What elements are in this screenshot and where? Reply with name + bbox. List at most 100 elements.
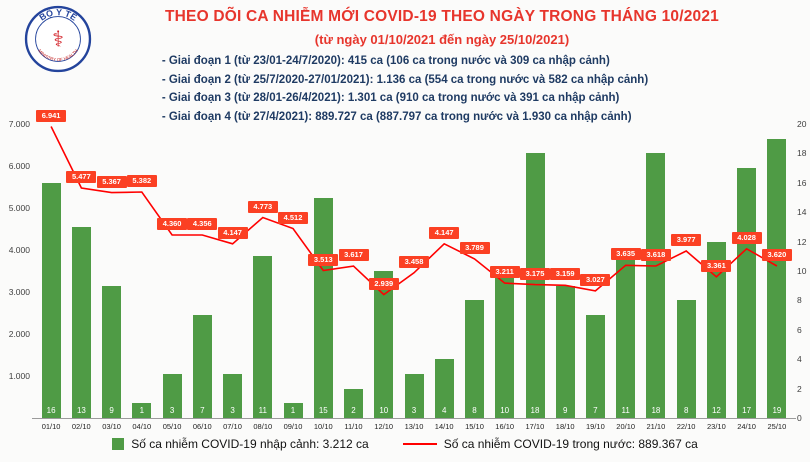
phase-note-4: - Giai đoạn 4 (từ 27/4/2021): 889.727 ca…: [161, 110, 632, 123]
y-axis-left-tick: 5.000: [8, 203, 30, 213]
bar-value-label: 7: [200, 406, 205, 415]
y-axis-left-tick: 4.000: [8, 245, 30, 255]
x-axis-label: 06/10: [192, 422, 212, 431]
bar: [132, 403, 152, 418]
bar: [465, 300, 484, 418]
bar-value-label: 3: [169, 406, 175, 415]
x-axis-label: 16/10: [495, 422, 515, 431]
bar: [192, 315, 212, 418]
line-point-label: 5.367: [96, 175, 127, 188]
legend-label-domestic: Số ca nhiễm COVID-19 trong nước: 889.367…: [443, 437, 698, 451]
x-axis-label: 03/10: [102, 422, 121, 431]
legend-item-imported: Số ca nhiễm COVID-19 nhập cảnh: 3.212 ca: [112, 437, 369, 451]
bar-value-label: 2: [351, 406, 356, 415]
phase-note-1: - Giai đoạn 1 (từ 23/01-24/7/2020): 415 …: [161, 55, 610, 67]
line-point-label: 3.175: [520, 267, 550, 280]
bar: [223, 373, 243, 418]
line-point-label: 5.382: [126, 175, 157, 187]
x-axis-label: 08/10: [253, 422, 273, 431]
x-axis-line: [32, 418, 796, 419]
bar-value-label: 3: [230, 406, 235, 415]
y-axis-right-tick: 0: [797, 413, 802, 423]
bar-value-label: 4: [441, 406, 447, 415]
chart-legend: Số ca nhiễm COVID-19 nhập cảnh: 3.212 ca…: [0, 437, 810, 451]
bar-value-label: 10: [500, 406, 510, 415]
line-point-label: 6.941: [36, 109, 67, 122]
bar-value-label: 18: [651, 406, 661, 415]
x-axis-label: 24/10: [737, 422, 756, 431]
y-axis-left-tick: 7.000: [8, 119, 30, 129]
line-point-label: 2.939: [368, 277, 399, 290]
bar: [253, 256, 273, 418]
bar: [344, 388, 363, 418]
y-axis-right-tick: 20: [797, 119, 807, 129]
logo-org-name: BỘ Y TẾ: [37, 7, 78, 23]
x-axis-label: 09/10: [283, 422, 303, 431]
line-point-label: 3.620: [761, 249, 792, 261]
y-axis-right-tick: 14: [797, 207, 807, 218]
x-axis-label: 01/10: [41, 422, 61, 431]
y-axis-right-tick: 12: [797, 236, 807, 247]
x-axis-label: 04/10: [132, 422, 152, 431]
line-point-label: 3.027: [580, 273, 611, 286]
line-point-label: 3.361: [701, 259, 732, 272]
bar: [434, 359, 454, 418]
bar-series-swatch-icon: [112, 438, 125, 450]
bar: [162, 373, 182, 418]
line-point-label: 4.360: [157, 217, 188, 230]
legend-item-domestic: Số ca nhiễm COVID-19 trong nước: 889.367…: [402, 437, 698, 451]
bar: [585, 315, 605, 418]
y-axis-right-tick: 16: [797, 177, 807, 188]
bar-value-label: 8: [683, 406, 689, 415]
line-point-label: 3.977: [671, 234, 702, 246]
ministry-of-health-logo: BỘ Y TẾ MINISTRY OF HEALTH ⚕: [24, 5, 92, 73]
bar: [283, 403, 303, 418]
bar-value-label: 19: [772, 406, 782, 415]
line-point-label: 4.512: [278, 211, 308, 224]
y-axis-left-tick: 1.000: [8, 371, 30, 381]
bar: [676, 300, 696, 418]
line-point-label: 3.159: [550, 268, 581, 281]
phase-note-3: - Giai đoạn 3 (từ 28/01-26/4/2021): 1.30…: [161, 92, 620, 104]
y-axis-right-tick: 2: [797, 383, 802, 394]
bar-value-label: 7: [593, 406, 598, 415]
x-axis-label: 14/10: [434, 422, 454, 431]
bar-value-label: 13: [76, 406, 86, 415]
line-point-label: 3.617: [338, 249, 369, 262]
bar: [555, 285, 575, 418]
bar-value-label: 10: [379, 406, 389, 415]
x-axis-label: 21/10: [646, 422, 666, 431]
x-axis-label: 05/10: [162, 422, 182, 431]
x-axis-label: 02/10: [71, 422, 91, 431]
line-point-label: 4.028: [731, 231, 762, 244]
bar: [404, 373, 424, 418]
bar-value-label: 17: [742, 406, 752, 415]
x-axis-label: 23/10: [707, 422, 726, 431]
y-axis-right-tick: 4: [797, 354, 802, 365]
bar-value-label: 16: [46, 406, 56, 415]
bar-value-label: 11: [621, 406, 630, 415]
x-axis-label: 17/10: [525, 422, 545, 431]
line-point-label: 5.477: [66, 171, 97, 183]
bar: [767, 138, 787, 418]
line-point-label: 3.789: [459, 241, 490, 254]
y-axis-right-tick: 8: [797, 295, 802, 306]
x-axis-label: 15/10: [465, 422, 484, 431]
y-axis-right-tick: 18: [797, 148, 807, 159]
y-axis-left-tick: 6.000: [8, 161, 30, 171]
x-axis-label: 18/10: [555, 422, 575, 431]
bar-value-label: 9: [109, 406, 114, 415]
bar-value-label: 9: [562, 406, 568, 415]
phase-notes-block: - Giai đoạn 1 (từ 23/01-24/7/2020): 415 …: [162, 52, 648, 126]
line-point-label: 4.356: [187, 218, 218, 230]
line-series-swatch-icon: [402, 443, 437, 445]
line-point-label: 3.635: [610, 248, 641, 261]
phase-note-2: - Giai đoạn 2 (từ 25/7/2020-27/01/2021):…: [161, 73, 649, 86]
bar-value-label: 18: [530, 406, 540, 415]
line-point-label: 4.147: [217, 226, 248, 239]
chart-subtitle: (từ ngày 01/10/2021 đến ngày 25/10/2021): [314, 32, 570, 47]
line-point-label: 4.147: [429, 226, 460, 239]
bar-value-label: 1: [290, 406, 296, 415]
